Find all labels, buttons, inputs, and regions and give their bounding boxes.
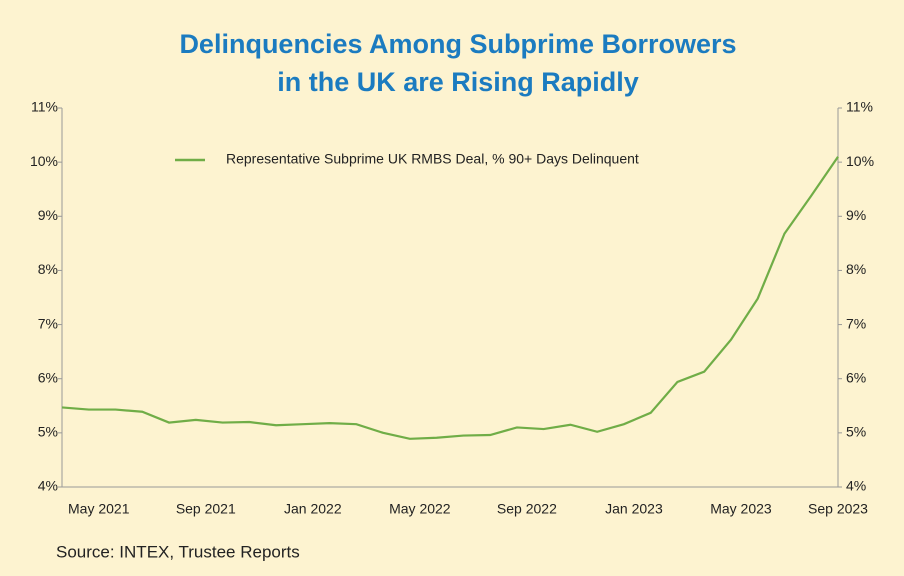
x-tick-label: May 2021 — [68, 501, 130, 517]
x-tick-label: Sep 2022 — [497, 501, 557, 517]
source: Source: INTEX, Trustee Reports — [56, 542, 300, 561]
y2-tick-label: 8% — [846, 261, 866, 277]
x-tick-label: May 2023 — [710, 501, 772, 517]
y2-tick-label: 6% — [846, 369, 866, 385]
y-tick-label: 5% — [38, 424, 58, 440]
y-tick-label: 10% — [30, 153, 58, 169]
y-tick-label: 9% — [38, 207, 58, 223]
x-tick-label: Jan 2022 — [284, 501, 342, 517]
y-tick-label: 7% — [38, 315, 58, 331]
x-tick-label: May 2022 — [389, 501, 451, 517]
y2-tick-label: 10% — [846, 153, 874, 169]
y2-tick-label: 11% — [846, 99, 873, 115]
x-tick-label: Jan 2023 — [605, 501, 663, 517]
y-tick-label: 4% — [38, 478, 58, 494]
data-line — [61, 156, 839, 440]
y-tick-label: 6% — [38, 369, 58, 385]
x-tick-label: Sep 2023 — [808, 501, 868, 517]
chart-title: Delinquencies Among Subprime Borrowers — [179, 29, 736, 59]
x-tick-label: Sep 2021 — [176, 501, 236, 517]
legend-label: Representative Subprime UK RMBS Deal, % … — [226, 151, 639, 167]
y2-tick-label: 5% — [846, 424, 866, 440]
y2-tick-label: 7% — [846, 315, 866, 331]
y-tick-label: 11% — [31, 99, 58, 115]
y2-tick-label: 4% — [846, 478, 866, 494]
y-tick-label: 8% — [38, 261, 58, 277]
chart-title: in the UK are Rising Rapidly — [277, 67, 639, 97]
y2-tick-label: 9% — [846, 207, 866, 223]
